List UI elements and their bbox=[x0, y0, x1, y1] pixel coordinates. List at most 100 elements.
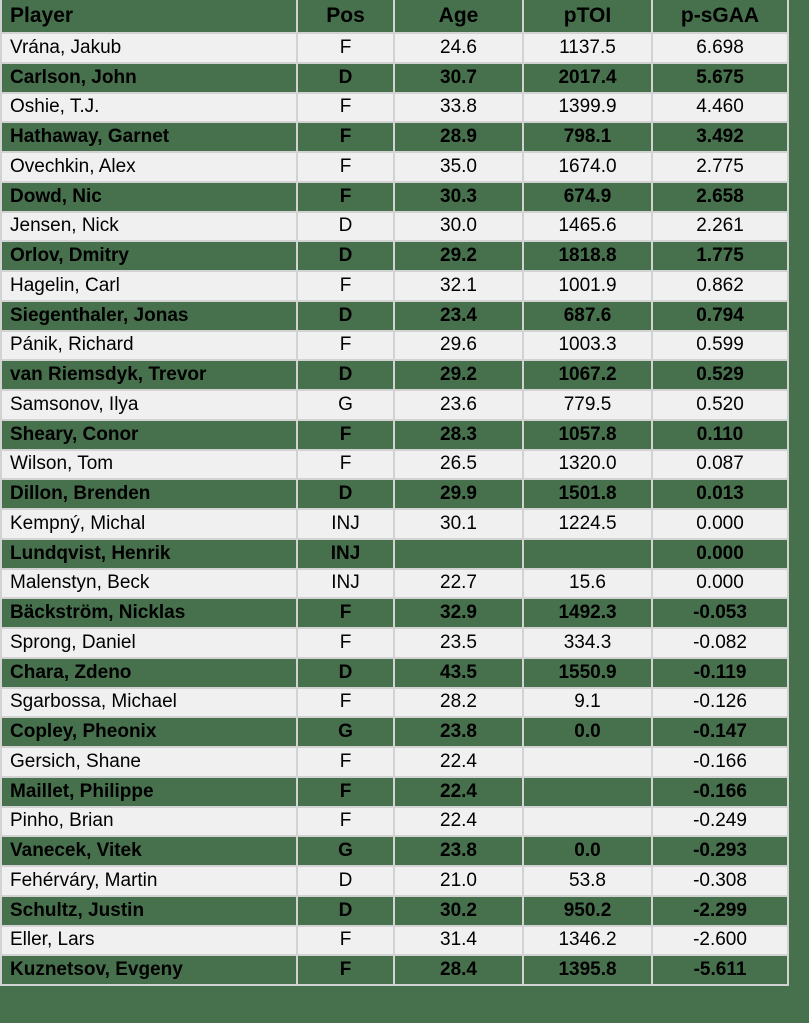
table-row: Vrána, Jakub F 24.6 1137.5 6.698 bbox=[0, 32, 789, 64]
cell-age: 35.0 bbox=[393, 151, 524, 183]
cell-player: Kuznetsov, Evgeny bbox=[0, 954, 298, 986]
cell-pos: D bbox=[296, 359, 395, 391]
cell-age: 32.1 bbox=[393, 270, 524, 302]
cell-player: Schultz, Justin bbox=[0, 894, 298, 927]
table-row: Hagelin, Carl F 32.1 1001.9 0.862 bbox=[0, 270, 789, 302]
cell-ptoi: 1320.0 bbox=[522, 448, 653, 481]
header-row: Player Pos Age pTOI p-sGAA bbox=[0, 0, 789, 34]
cell-age: 22.4 bbox=[393, 775, 524, 808]
cell-pos: F bbox=[296, 686, 395, 719]
cell-age: 30.2 bbox=[393, 894, 524, 927]
table-row: Siegenthaler, Jonas D 23.4 687.6 0.794 bbox=[0, 299, 789, 332]
table-row: Gersich, Shane F 22.4 -0.166 bbox=[0, 746, 789, 778]
table-row: Kempný, Michal INJ 30.1 1224.5 0.000 bbox=[0, 508, 789, 540]
cell-age: 30.3 bbox=[393, 180, 524, 213]
cell-p-sgaa: -0.166 bbox=[651, 775, 789, 808]
cell-p-sgaa: 6.698 bbox=[651, 32, 789, 64]
cell-age: 33.8 bbox=[393, 91, 524, 124]
cell-ptoi: 950.2 bbox=[522, 894, 653, 927]
cell-age: 23.8 bbox=[393, 835, 524, 867]
cell-p-sgaa: -0.126 bbox=[651, 686, 789, 719]
cell-age: 28.4 bbox=[393, 954, 524, 986]
cell-pos: F bbox=[296, 418, 395, 451]
table-row: Orlov, Dmitry D 29.2 1818.8 1.775 bbox=[0, 240, 789, 272]
cell-ptoi: 687.6 bbox=[522, 299, 653, 332]
cell-ptoi: 1492.3 bbox=[522, 597, 653, 629]
cell-p-sgaa: -0.082 bbox=[651, 627, 789, 659]
cell-p-sgaa: 0.599 bbox=[651, 329, 789, 362]
cell-age: 21.0 bbox=[393, 865, 524, 897]
cell-p-sgaa: -0.053 bbox=[651, 597, 789, 629]
cell-ptoi: 1067.2 bbox=[522, 359, 653, 391]
cell-age: 24.6 bbox=[393, 32, 524, 64]
cell-age: 28.3 bbox=[393, 418, 524, 451]
table-row: Kuznetsov, Evgeny F 28.4 1395.8 -5.611 bbox=[0, 954, 789, 986]
cell-ptoi: 9.1 bbox=[522, 686, 653, 719]
cell-pos: F bbox=[296, 151, 395, 183]
table-row: Eller, Lars F 31.4 1346.2 -2.600 bbox=[0, 924, 789, 957]
cell-p-sgaa: -0.147 bbox=[651, 716, 789, 748]
cell-player: Carlson, John bbox=[0, 61, 298, 94]
table-row: Bäckström, Nicklas F 32.9 1492.3 -0.053 bbox=[0, 597, 789, 629]
cell-p-sgaa: 0.000 bbox=[651, 508, 789, 540]
table-row: Dowd, Nic F 30.3 674.9 2.658 bbox=[0, 180, 789, 213]
cell-player: Ovechkin, Alex bbox=[0, 151, 298, 183]
cell-ptoi: 0.0 bbox=[522, 835, 653, 867]
table-row: Jensen, Nick D 30.0 1465.6 2.261 bbox=[0, 210, 789, 243]
cell-p-sgaa: 0.000 bbox=[651, 537, 789, 570]
cell-pos: F bbox=[296, 627, 395, 659]
cell-ptoi: 15.6 bbox=[522, 567, 653, 600]
cell-ptoi: 1399.9 bbox=[522, 91, 653, 124]
cell-player: Kempný, Michal bbox=[0, 508, 298, 540]
cell-player: Vanecek, Vitek bbox=[0, 835, 298, 867]
cell-age: 23.4 bbox=[393, 299, 524, 332]
cell-age: 22.7 bbox=[393, 567, 524, 600]
cell-player: Samsonov, Ilya bbox=[0, 389, 298, 421]
cell-age: 29.9 bbox=[393, 478, 524, 510]
table-row: Dillon, Brenden D 29.9 1501.8 0.013 bbox=[0, 478, 789, 510]
cell-player: Wilson, Tom bbox=[0, 448, 298, 481]
cell-ptoi bbox=[522, 805, 653, 838]
cell-pos: F bbox=[296, 180, 395, 213]
cell-player: Siegenthaler, Jonas bbox=[0, 299, 298, 332]
table-row: van Riemsdyk, Trevor D 29.2 1067.2 0.529 bbox=[0, 359, 789, 391]
cell-pos: G bbox=[296, 835, 395, 867]
cell-player: Sgarbossa, Michael bbox=[0, 686, 298, 719]
cell-pos: F bbox=[296, 924, 395, 957]
table-row: Malenstyn, Beck INJ 22.7 15.6 0.000 bbox=[0, 567, 789, 600]
cell-age: 31.4 bbox=[393, 924, 524, 957]
cell-ptoi: 0.0 bbox=[522, 716, 653, 748]
cell-age: 29.2 bbox=[393, 359, 524, 391]
cell-pos: F bbox=[296, 954, 395, 986]
table-row: Pánik, Richard F 29.6 1003.3 0.599 bbox=[0, 329, 789, 362]
table-row: Hathaway, Garnet F 28.9 798.1 3.492 bbox=[0, 121, 789, 153]
table-row: Vanecek, Vitek G 23.8 0.0 -0.293 bbox=[0, 835, 789, 867]
cell-ptoi: 779.5 bbox=[522, 389, 653, 421]
cell-pos: D bbox=[296, 865, 395, 897]
cell-age: 30.1 bbox=[393, 508, 524, 540]
cell-p-sgaa: -0.166 bbox=[651, 746, 789, 778]
cell-p-sgaa: 3.492 bbox=[651, 121, 789, 153]
cell-p-sgaa: -0.249 bbox=[651, 805, 789, 838]
cell-ptoi: 1224.5 bbox=[522, 508, 653, 540]
cell-ptoi: 1550.9 bbox=[522, 656, 653, 689]
table-row: Schultz, Justin D 30.2 950.2 -2.299 bbox=[0, 894, 789, 927]
cell-p-sgaa: -0.293 bbox=[651, 835, 789, 867]
cell-player: Pánik, Richard bbox=[0, 329, 298, 362]
table-body: Vrána, Jakub F 24.6 1137.5 6.698 Carlson, Joh… bbox=[0, 32, 789, 986]
table-row: Oshie, T.J. F 33.8 1399.9 4.460 bbox=[0, 91, 789, 124]
column-header-age: Age bbox=[393, 0, 524, 34]
cell-p-sgaa: 2.775 bbox=[651, 151, 789, 183]
cell-p-sgaa: 2.658 bbox=[651, 180, 789, 213]
cell-ptoi: 1674.0 bbox=[522, 151, 653, 183]
cell-ptoi: 1501.8 bbox=[522, 478, 653, 510]
cell-age: 43.5 bbox=[393, 656, 524, 689]
column-header-pos: Pos bbox=[296, 0, 395, 34]
cell-pos: G bbox=[296, 716, 395, 748]
cell-pos: D bbox=[296, 61, 395, 94]
cell-ptoi: 1395.8 bbox=[522, 954, 653, 986]
cell-age: 30.7 bbox=[393, 61, 524, 94]
cell-pos: F bbox=[296, 270, 395, 302]
table-row: Maillet, Philippe F 22.4 -0.166 bbox=[0, 775, 789, 808]
